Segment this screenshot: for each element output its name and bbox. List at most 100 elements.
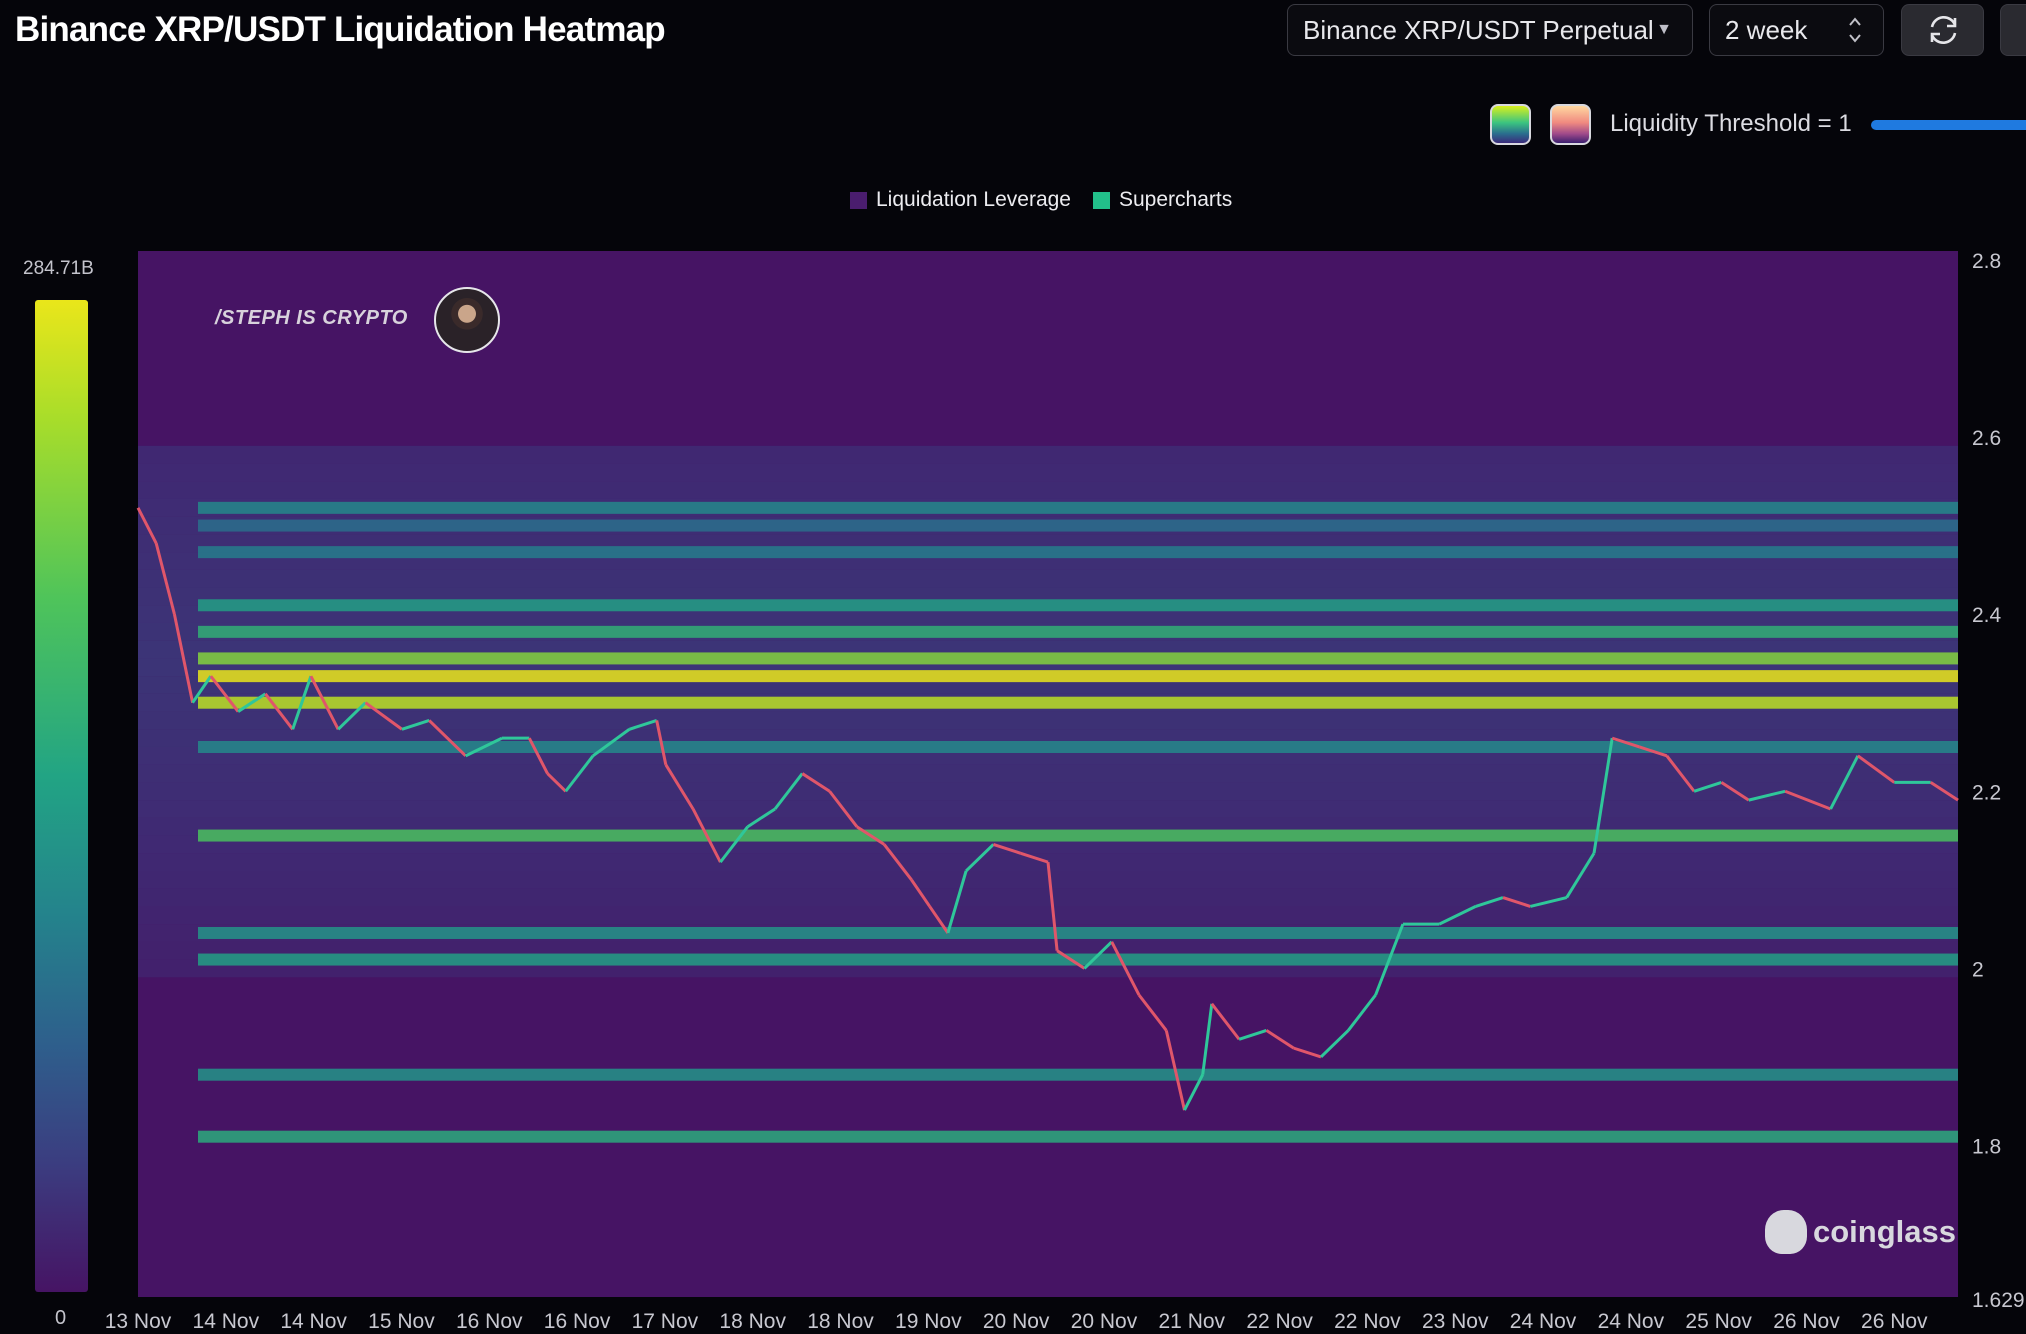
y-tick-label: 2.8 (1972, 250, 2001, 273)
legend-item-supercharts[interactable]: Supercharts (1093, 188, 1232, 212)
refresh-icon (1930, 15, 1957, 45)
price-segment (209, 675, 240, 713)
liquidity-glow (138, 764, 1958, 783)
y-tick-label: 2 (1972, 958, 1984, 981)
price-segment (910, 878, 931, 908)
liquidity-band (198, 953, 1958, 966)
chevron-updown-icon (1849, 17, 1861, 43)
x-tick-label: 18 Nov (719, 1310, 786, 1333)
price-segment (1475, 896, 1504, 908)
liquidity-band (198, 740, 1958, 753)
legend-label: Supercharts (1119, 188, 1233, 211)
legend-item-liquidation-leverage[interactable]: Liquidation Leverage (850, 188, 1071, 212)
price-segment (1665, 754, 1696, 793)
price-segment (1639, 745, 1668, 758)
price-segment (264, 692, 294, 731)
x-tick-label: 14 Nov (193, 1310, 260, 1333)
price-segment (1784, 789, 1832, 811)
x-tick-label: 15 Nov (368, 1310, 435, 1333)
x-tick-label: 14 Nov (280, 1310, 347, 1333)
y-tick-label: 2.2 (1972, 781, 2001, 804)
refresh-button[interactable] (1901, 4, 1984, 56)
x-tick-label: 19 Nov (895, 1310, 962, 1333)
coinglass-logo-icon (1765, 1210, 1807, 1254)
liquidity-band (198, 501, 1958, 514)
price-segment (1046, 861, 1059, 951)
x-tick-label: 20 Nov (1071, 1310, 1138, 1333)
price-segment (1083, 940, 1113, 970)
price-segment (946, 870, 968, 934)
price-segment (1438, 905, 1477, 926)
liquidity-glow (138, 782, 1958, 801)
price-segment (1238, 1028, 1267, 1041)
price-segment (309, 675, 340, 730)
x-tick-label: 16 Nov (544, 1310, 611, 1333)
price-segment (464, 736, 503, 758)
liquidity-band (198, 625, 1958, 638)
price-segment (965, 843, 995, 873)
price-segment (992, 842, 1022, 855)
price-segment (1347, 994, 1377, 1032)
brand-watermark: coinglass (1813, 1214, 1956, 1249)
price-segment (154, 542, 176, 615)
range-select-value: 2 week (1725, 15, 1808, 45)
price-segment (428, 719, 467, 757)
x-tick-label: 17 Nov (632, 1310, 699, 1333)
x-tick-label: 26 Nov (1773, 1310, 1840, 1333)
price-segment (1592, 737, 1614, 854)
y-min-label: 1.629 (1972, 1289, 2025, 1312)
y-tick-label: 2.4 (1972, 604, 2002, 627)
price-segment (664, 763, 695, 810)
price-segment (1611, 736, 1640, 749)
pink-colormap-swatch[interactable] (1550, 104, 1591, 145)
market-select[interactable]: Binance XRP/USDT Perpetual ▼ (1287, 4, 1693, 56)
range-select[interactable]: 2 week (1709, 4, 1884, 56)
price-segment (1210, 1002, 1241, 1041)
price-segment (1293, 1046, 1322, 1059)
threshold-slider[interactable] (1871, 120, 2026, 130)
price-segment (773, 772, 804, 810)
price-segment (1748, 789, 1786, 802)
price-segment (1857, 754, 1896, 784)
price-segment (1720, 781, 1750, 802)
price-segment (691, 808, 722, 863)
threshold-label: Liquidity Threshold = 1 (1610, 110, 1852, 137)
price-segment (1265, 1029, 1295, 1050)
price-segment (1529, 896, 1568, 908)
legend-swatch (1093, 191, 1110, 209)
price-segment (364, 701, 403, 731)
market-select-value: Binance XRP/USDT Perpetual (1303, 15, 1654, 45)
x-tick-label: 13 Nov (105, 1310, 172, 1333)
x-tick-label: 24 Nov (1598, 1310, 1665, 1333)
price-segment (856, 825, 886, 846)
price-segment (172, 613, 195, 704)
price-segment (1137, 994, 1168, 1032)
price-segment (564, 754, 595, 793)
price-segment (655, 720, 668, 766)
liquidity-glow (138, 870, 1958, 889)
liquidity-band (198, 652, 1958, 665)
liquidity-band (198, 926, 1958, 939)
price-segment (1565, 852, 1596, 899)
green-colormap-swatch[interactable] (1490, 104, 1531, 145)
x-tick-label: 18 Nov (807, 1310, 874, 1333)
x-tick-label: 21 Nov (1159, 1310, 1226, 1333)
liquidity-band (198, 696, 1958, 709)
liquidity-glow (138, 481, 1958, 499)
liquidity-glow (138, 463, 1958, 482)
liquidity-band (198, 1130, 1958, 1143)
more-options-button[interactable] (2000, 4, 2026, 56)
price-segment (546, 772, 567, 793)
liquidity-band (198, 599, 1958, 612)
price-segment (883, 843, 913, 881)
x-tick-label: 25 Nov (1685, 1310, 1752, 1333)
price-segment (1164, 1030, 1186, 1111)
price-segment (291, 675, 313, 730)
liquidity-band (198, 1068, 1958, 1081)
liquidity-glow (138, 906, 1958, 925)
author-avatar (434, 287, 500, 353)
x-tick-label: 20 Nov (983, 1310, 1050, 1333)
price-segment (801, 772, 831, 793)
price-segment (1929, 781, 1959, 802)
